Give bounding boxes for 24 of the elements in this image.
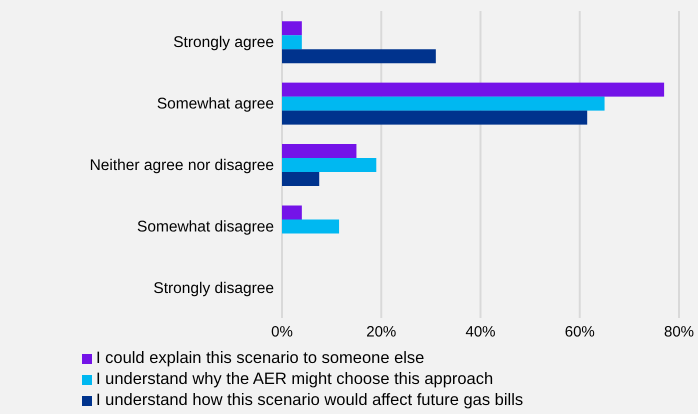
bar	[282, 219, 340, 234]
bar	[282, 82, 664, 97]
x-tick-label: 0%	[271, 324, 293, 341]
bar	[282, 35, 302, 50]
bar	[282, 172, 320, 186]
y-tick-label: Somewhat agree	[156, 96, 274, 113]
bar	[282, 49, 436, 64]
bar	[282, 205, 302, 220]
y-tick-label: Strongly disagree	[153, 280, 274, 297]
bar	[282, 110, 588, 125]
y-tick-label: Neither agree nor disagree	[90, 157, 274, 174]
bar	[282, 158, 376, 172]
legend-label: I understand why the AER might choose this approach	[96, 369, 494, 390]
x-tick-label: 20%	[366, 324, 396, 341]
y-tick-label: Somewhat disagree	[137, 218, 274, 236]
bar	[282, 144, 356, 158]
y-tick-label: Strongly agree	[173, 34, 274, 52]
legend-label: I could explain this scenario to someone else	[96, 348, 424, 369]
bar	[282, 96, 605, 111]
x-tick-label: 60%	[564, 324, 595, 341]
bar	[282, 21, 302, 36]
legend-label: I understand how this scenario would affect future gas bills	[96, 390, 524, 411]
x-tick-label: 80%	[664, 324, 694, 341]
x-tick-label: 40%	[465, 324, 496, 341]
